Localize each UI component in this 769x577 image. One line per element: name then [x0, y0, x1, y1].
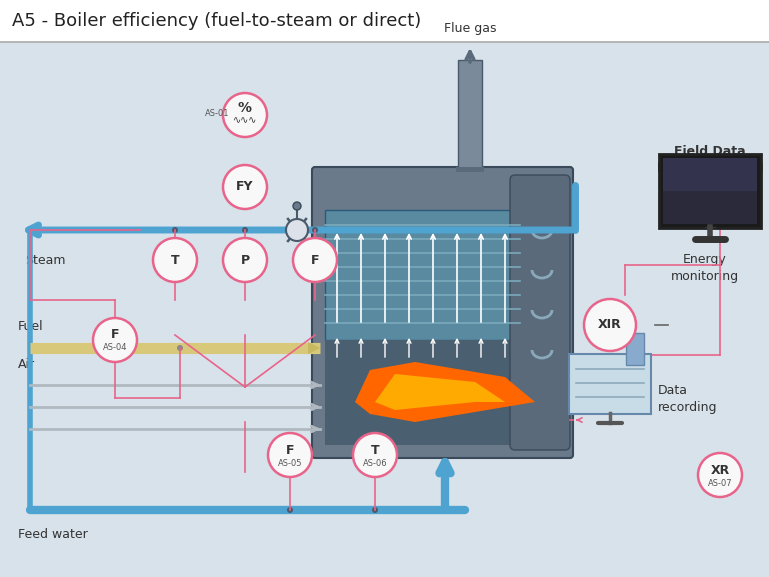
Circle shape: [172, 227, 178, 233]
Polygon shape: [375, 374, 505, 410]
Text: Boiler: Boiler: [328, 253, 365, 267]
Bar: [663, 158, 757, 224]
Text: Data
recording: Data recording: [658, 384, 717, 414]
Bar: [626, 333, 644, 365]
Circle shape: [353, 433, 397, 477]
Text: XR: XR: [711, 463, 730, 477]
Text: FY: FY: [236, 181, 254, 193]
Circle shape: [223, 93, 267, 137]
Text: AS-04: AS-04: [103, 343, 127, 353]
Text: Energy
monitoring: Energy monitoring: [671, 253, 739, 283]
Text: T: T: [171, 253, 179, 267]
Text: Flue gas: Flue gas: [444, 22, 496, 35]
Text: AS-01: AS-01: [205, 108, 229, 118]
Circle shape: [268, 433, 312, 477]
Circle shape: [242, 227, 248, 233]
Polygon shape: [355, 362, 535, 422]
Bar: [458, 60, 482, 170]
FancyBboxPatch shape: [312, 167, 573, 458]
Text: T: T: [371, 444, 379, 456]
Circle shape: [93, 318, 137, 362]
Text: Feed water: Feed water: [18, 529, 88, 541]
Circle shape: [177, 345, 183, 351]
Text: F: F: [311, 253, 319, 267]
Bar: [456, 167, 484, 172]
Circle shape: [372, 507, 378, 513]
Circle shape: [286, 219, 308, 241]
Text: AS-05: AS-05: [278, 459, 302, 467]
Text: F: F: [111, 328, 119, 342]
Text: XIR: XIR: [598, 319, 622, 332]
FancyBboxPatch shape: [510, 175, 570, 450]
FancyBboxPatch shape: [569, 354, 651, 414]
Circle shape: [584, 299, 636, 351]
Text: Fuel: Fuel: [18, 320, 44, 332]
Bar: [325, 340, 530, 445]
Bar: [0, 0, 769, 42]
Circle shape: [293, 238, 337, 282]
Bar: [325, 210, 530, 340]
Text: Field Data
Manager - FDM: Field Data Manager - FDM: [657, 145, 764, 175]
Text: F: F: [286, 444, 295, 456]
Circle shape: [312, 227, 318, 233]
Text: ∿∿∿: ∿∿∿: [233, 115, 257, 125]
Circle shape: [293, 202, 301, 210]
Circle shape: [223, 165, 267, 209]
Bar: [663, 158, 757, 191]
Text: AS-06: AS-06: [363, 459, 388, 467]
Circle shape: [153, 238, 197, 282]
Circle shape: [287, 507, 293, 513]
Circle shape: [698, 453, 742, 497]
Text: A5 - Boiler efficiency (fuel-to-steam or direct): A5 - Boiler efficiency (fuel-to-steam or…: [12, 12, 421, 30]
FancyBboxPatch shape: [659, 154, 761, 228]
Circle shape: [223, 238, 267, 282]
Text: P: P: [241, 253, 250, 267]
Text: %: %: [238, 101, 252, 115]
Text: Air: Air: [18, 358, 35, 372]
Text: AS-07: AS-07: [707, 478, 732, 488]
Text: Steam: Steam: [25, 253, 65, 267]
